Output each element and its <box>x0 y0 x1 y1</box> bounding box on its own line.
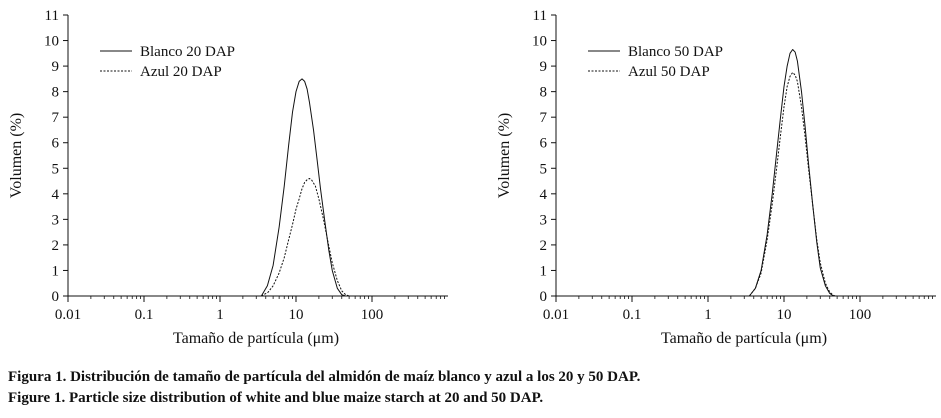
x-axis-label: Tamaño de partícula (μm) <box>661 330 827 347</box>
legend-label-azul: Azul 20 DAP <box>140 64 222 80</box>
legend-label-blanco: Blanco 50 DAP <box>628 44 723 60</box>
y-tick-label: 11 <box>45 8 59 24</box>
series-line-blanco <box>748 48 834 297</box>
y-tick-label: 10 <box>44 34 59 50</box>
figure-caption-spanish: Figura 1. Distribución de tamaño de part… <box>8 369 641 385</box>
x-tick-label: 0.01 <box>543 307 569 323</box>
chart-right: 0 1 2 3 4 5 6 7 8 9 10 11 0.01 0.1 1 10 100 Tamaño de par… <box>496 8 936 347</box>
legend-label-blanco: Blanco 20 DAP <box>140 44 235 60</box>
x-tick-label: 10 <box>777 307 792 323</box>
y-tick-label: 1 <box>540 263 548 279</box>
y-tick-label: 1 <box>52 263 60 279</box>
x-tick-label: 0.01 <box>55 307 81 323</box>
y-tick-label: 2 <box>52 238 60 254</box>
legend-label-azul: Azul 50 DAP <box>628 64 710 80</box>
y-tick-label: 7 <box>52 110 60 126</box>
y-tick-label: 0 <box>540 289 548 305</box>
y-tick-label: 6 <box>52 136 60 152</box>
y-tick-label: 5 <box>540 161 548 177</box>
x-tick-label: 0.1 <box>623 307 642 323</box>
y-tick-label: 9 <box>52 59 60 75</box>
y-tick-label: 10 <box>532 34 547 50</box>
x-tick-label: 0.1 <box>135 307 154 323</box>
x-tick-label: 10 <box>289 307 304 323</box>
y-tick-label: 4 <box>52 187 60 203</box>
y-tick-label: 8 <box>540 85 548 101</box>
y-tick-label: 6 <box>540 136 548 152</box>
y-tick-label: 3 <box>52 212 60 228</box>
y-tick-label: 11 <box>533 8 547 24</box>
x-tick-label: 100 <box>849 307 872 323</box>
y-tick-label: 3 <box>540 212 548 228</box>
x-tick-label: 1 <box>216 307 224 323</box>
y-tick-label: 9 <box>540 59 548 75</box>
y-tick-label: 8 <box>52 85 60 101</box>
chart-left: 0 1 2 3 4 5 6 7 8 9 10 11 0.01 0.1 1 10 100 Tamaño de par… <box>8 8 448 347</box>
y-tick-label: 2 <box>540 238 548 254</box>
x-tick-label: 1 <box>704 307 712 323</box>
x-axis-label: Tamaño de partícula (μm) <box>173 330 339 347</box>
x-tick-label: 100 <box>361 307 384 323</box>
series-line-blanco <box>90 78 376 297</box>
y-axis-label: Volumen (%) <box>496 113 513 198</box>
y-axis-label: Volumen (%) <box>8 113 25 198</box>
y-tick-label: 0 <box>52 289 60 305</box>
y-tick-label: 4 <box>540 187 548 203</box>
y-tick-label: 7 <box>540 110 548 126</box>
figure-caption-english: Figure 1. Particle size distribution of … <box>8 390 544 406</box>
series-line-azul <box>261 177 350 297</box>
y-tick-label: 5 <box>52 161 60 177</box>
